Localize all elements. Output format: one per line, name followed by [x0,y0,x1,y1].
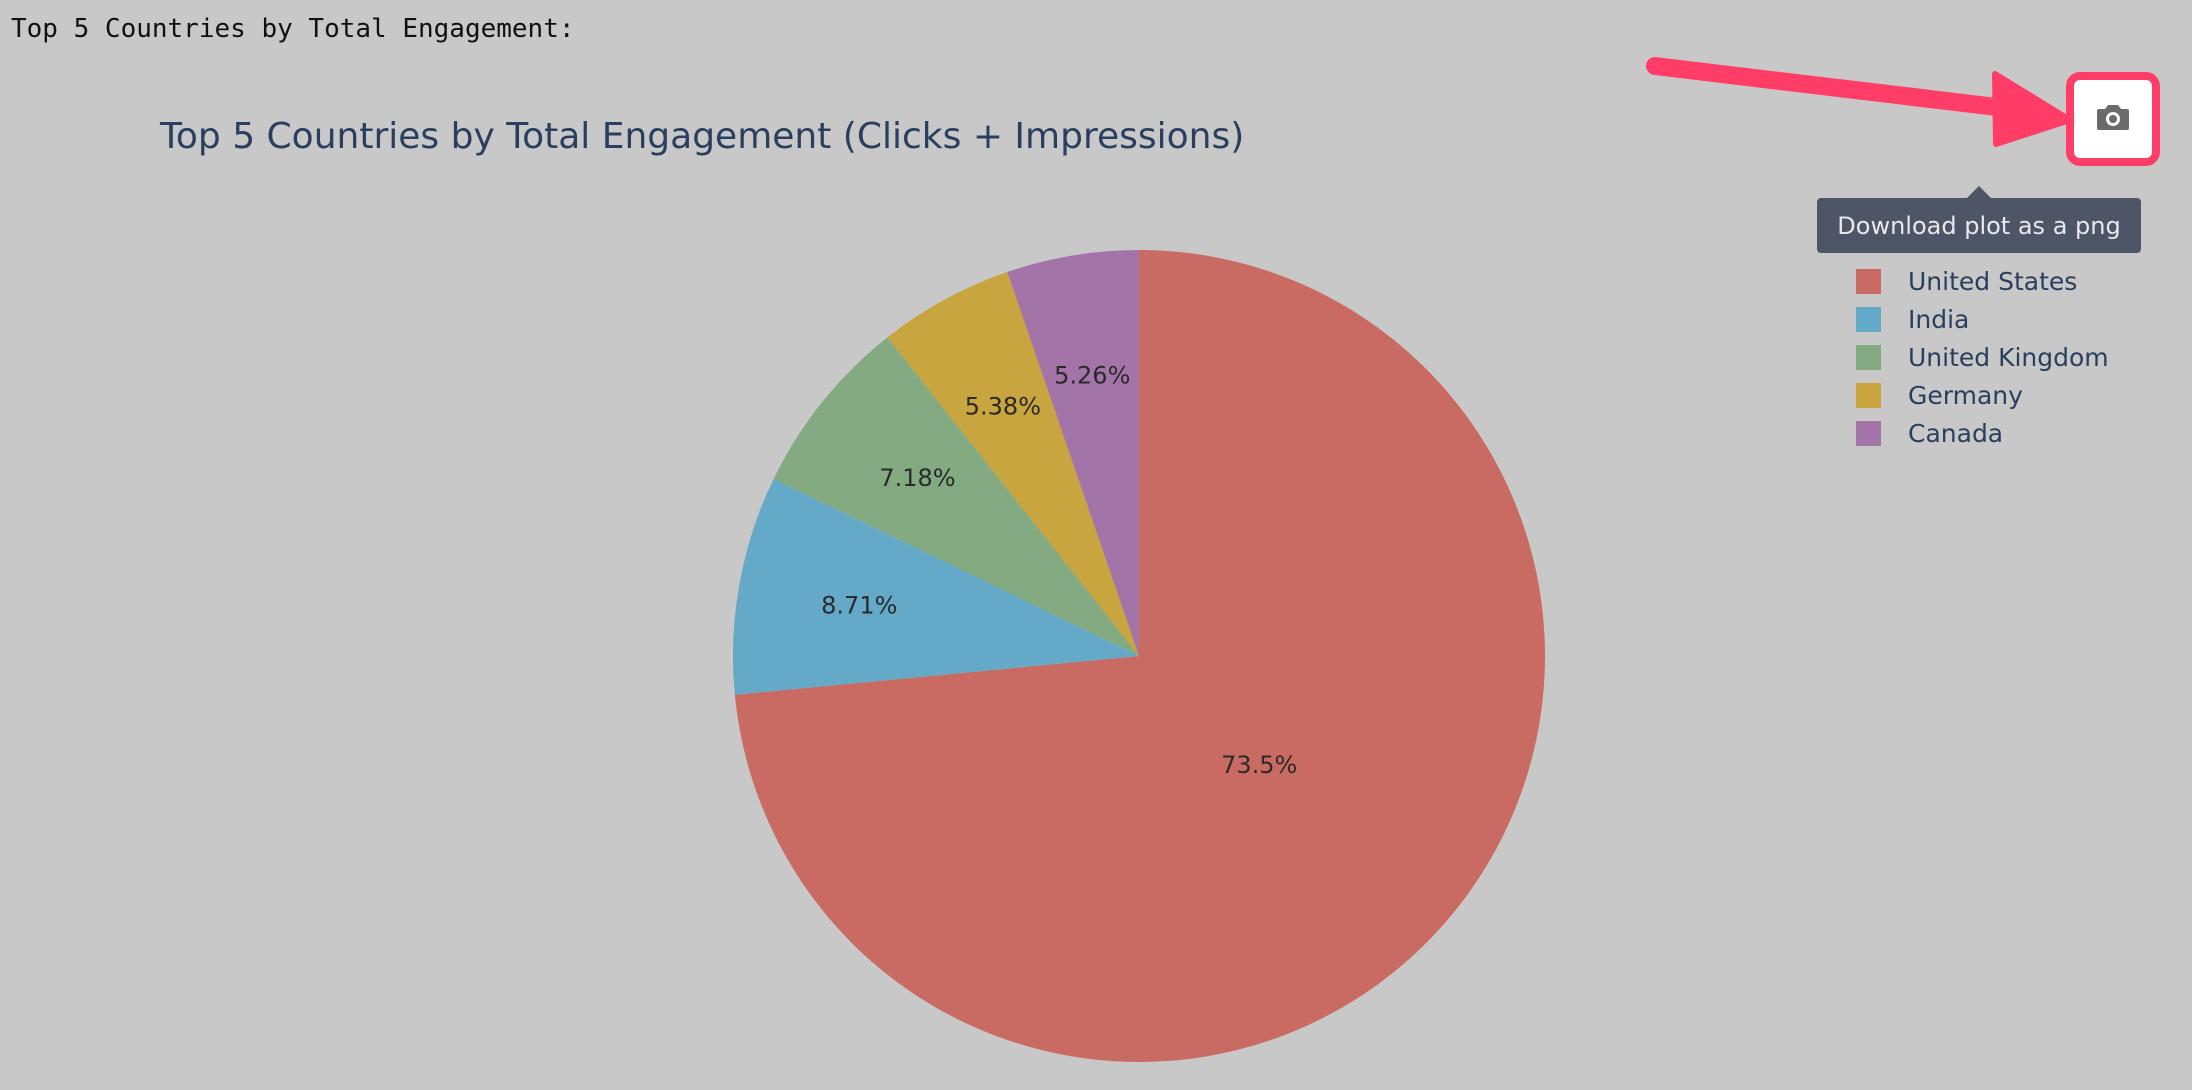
slice-label: 73.5% [1221,751,1297,779]
legend-label: Germany [1908,380,2023,410]
console-output-text: Top 5 Countries by Total Engagement: [11,14,575,44]
slice-label: 5.26% [1054,362,1130,390]
pie-slice-india[interactable] [733,478,1139,695]
legend-swatch [1856,268,1881,294]
legend-swatch [1856,344,1881,370]
download-tooltip: Download plot as a png [1817,186,2141,253]
slice-label: 7.18% [879,464,955,492]
legend-label: United Kingdom [1908,342,2109,372]
legend-item[interactable]: United States [1856,262,2109,300]
camera-icon [2096,103,2130,136]
pie-slice-germany[interactable] [887,271,1139,656]
pie-slice-united-states[interactable] [734,250,1545,1062]
pie-slice-canada[interactable] [1007,250,1139,656]
chart-title: Top 5 Countries by Total Engagement (Cli… [160,116,1245,157]
legend-label: United States [1908,266,2078,296]
slice-label: 8.71% [821,592,897,620]
legend-swatch [1856,306,1881,332]
slice-label: 5.38% [965,393,1041,421]
legend-item[interactable]: United Kingdom [1856,338,2109,376]
legend-swatch [1856,382,1881,408]
legend-label: India [1908,304,1970,334]
legend-item[interactable]: Canada [1856,414,2109,452]
download-png-button[interactable] [2066,72,2160,166]
pie-slice-united-kingdom[interactable] [773,337,1139,656]
legend-swatch [1856,420,1881,446]
legend-label: Canada [1908,418,2004,448]
legend-item[interactable]: India [1856,300,2109,338]
chart-legend: United States India United Kingdom Germany C… [1856,262,2109,452]
legend-item[interactable]: Germany [1856,376,2109,414]
